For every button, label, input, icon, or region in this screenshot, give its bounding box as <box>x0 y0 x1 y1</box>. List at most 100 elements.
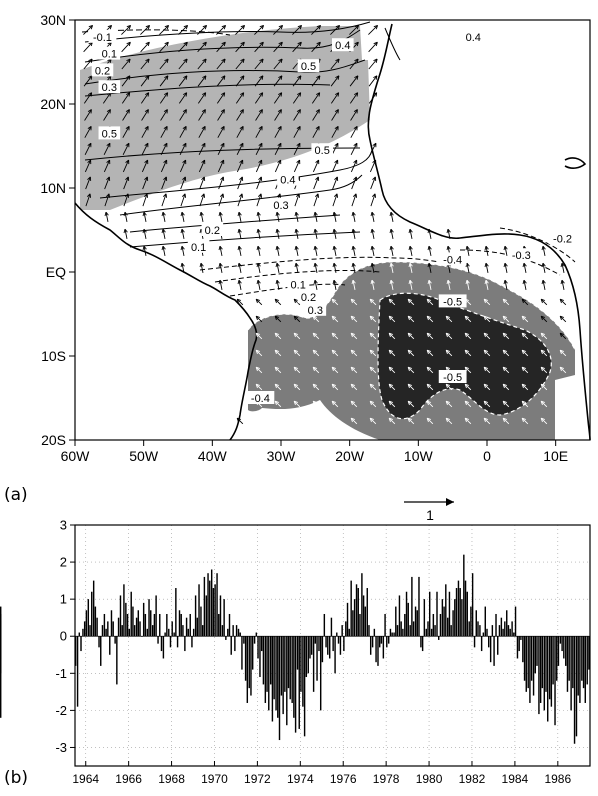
bar <box>432 613 435 637</box>
vector-arrow <box>311 75 321 87</box>
contour-line <box>199 256 456 271</box>
vector-arrow <box>235 75 245 87</box>
vector-arrow <box>198 159 206 173</box>
vector-arrow <box>408 228 413 239</box>
vector-arrow <box>427 279 432 290</box>
bar <box>173 632 175 637</box>
vector-arrow <box>502 366 510 374</box>
bar <box>257 636 259 659</box>
bar <box>105 628 107 637</box>
bar <box>584 636 586 703</box>
vector-arrow <box>312 315 320 323</box>
vector-arrow <box>274 125 282 138</box>
reference-vector-label: 1 <box>426 507 434 523</box>
bar <box>479 625 481 637</box>
vector-arrow <box>199 262 204 273</box>
bar <box>457 580 460 637</box>
vector-arrow <box>256 262 261 273</box>
bar <box>153 613 156 637</box>
bar <box>0 636 2 659</box>
bar <box>85 610 88 637</box>
vector-arrow <box>216 75 226 87</box>
bar <box>552 636 554 685</box>
bar <box>312 636 315 692</box>
bar <box>241 636 243 670</box>
vector-arrow <box>559 349 567 357</box>
bar <box>234 636 236 652</box>
vector-arrow <box>446 228 451 239</box>
bar <box>148 599 150 637</box>
vector-arrow <box>256 193 263 207</box>
bar <box>94 606 97 637</box>
bar <box>119 595 122 637</box>
vector-arrow <box>216 92 226 104</box>
vector-arrow <box>446 279 451 290</box>
vector-arrow <box>426 315 434 323</box>
vector-arrow <box>160 109 168 121</box>
bar-x-axis: 1964 1966 1968 1970 1972 1974 1976 1978 1980 1982… <box>72 761 571 786</box>
bar <box>91 591 93 637</box>
bar <box>450 625 452 637</box>
bar <box>541 636 544 689</box>
vector-arrow <box>293 298 301 306</box>
vector-arrow <box>349 75 359 87</box>
bar <box>447 617 449 637</box>
bar <box>139 621 141 637</box>
vector-arrow <box>159 92 169 104</box>
bar <box>477 621 479 637</box>
bar-x-tick-label: 1970 <box>201 772 228 786</box>
vector-arrow <box>331 417 339 425</box>
bar-x-tick-label: 1986 <box>544 772 571 786</box>
vector-arrow <box>483 417 491 425</box>
vector-arrow <box>332 176 339 190</box>
bar <box>178 610 181 637</box>
bar <box>586 636 588 685</box>
vector-arrow <box>313 262 318 273</box>
vector-arrow <box>160 159 168 173</box>
bar <box>284 636 286 692</box>
contour-label-bg <box>438 294 467 308</box>
vector-arrow <box>350 400 358 408</box>
bar <box>123 584 125 637</box>
vector-arrow <box>312 400 320 408</box>
contour-label: -0.2 <box>553 233 572 245</box>
vector-arrow <box>274 417 282 425</box>
negative-region-boundary <box>247 261 576 351</box>
vector-arrow <box>484 245 489 256</box>
bar <box>573 636 576 744</box>
bar <box>436 591 438 637</box>
bar <box>248 636 250 689</box>
vector-arrow <box>521 383 529 391</box>
vector-arrow <box>502 298 510 306</box>
vector-arrow <box>198 142 206 156</box>
bar <box>473 636 476 648</box>
vector-arrow <box>388 349 396 357</box>
vector-arrow <box>388 332 396 340</box>
vector-arrow <box>408 245 413 256</box>
bar <box>404 613 406 637</box>
bar <box>336 632 338 637</box>
vector-arrow <box>351 211 356 222</box>
vector-arrow <box>275 279 280 290</box>
bar-x-tick-label: 1976 <box>330 772 357 786</box>
vector-arrow <box>216 58 226 70</box>
bar <box>423 599 426 637</box>
vector-arrow <box>197 41 207 53</box>
bar <box>498 625 501 637</box>
contour-label-bg <box>201 223 224 236</box>
vector-arrow <box>141 125 149 138</box>
vector-arrow <box>559 383 567 391</box>
vector-arrow <box>197 92 207 104</box>
bar <box>384 613 386 637</box>
vector-arrow <box>197 24 208 35</box>
vector-arrow <box>389 228 394 239</box>
vector-arrow <box>84 142 92 156</box>
bar <box>296 636 299 670</box>
contour-label: 0.1 <box>102 49 117 61</box>
bar <box>482 632 485 637</box>
contour-label-bg <box>91 63 114 77</box>
bar <box>251 636 254 670</box>
vector-arrow <box>198 109 206 121</box>
map-x-tick-label: 10E <box>543 448 568 464</box>
vector-arrow <box>237 228 242 239</box>
